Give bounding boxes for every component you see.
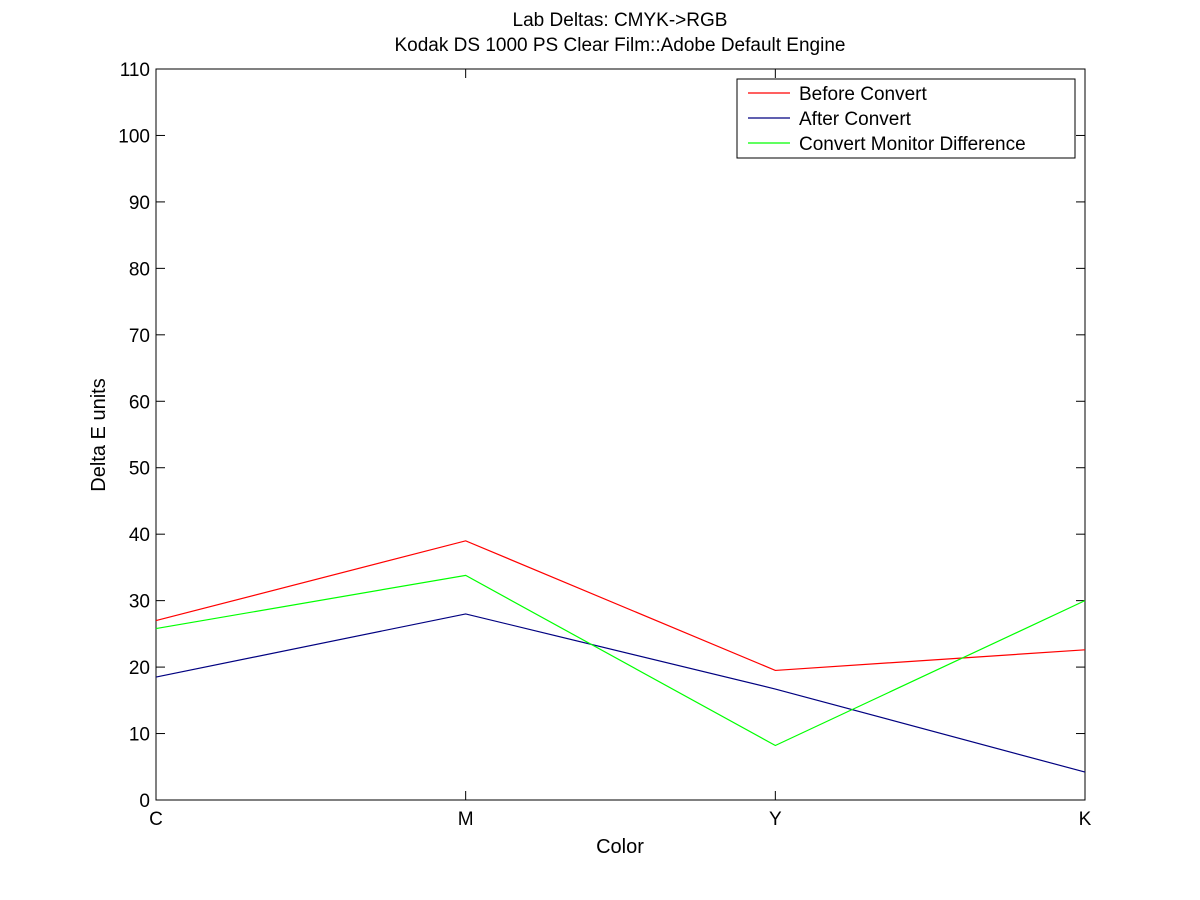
y-tick-label: 50	[129, 459, 150, 480]
y-axis-label: Delta E units	[88, 378, 110, 491]
y-tick-label: 80	[129, 259, 150, 280]
plot-area	[155, 68, 1086, 801]
legend-label: Before Convert	[799, 84, 928, 105]
chart-subtitle: Kodak DS 1000 PS Clear Film::Adobe Defau…	[395, 35, 846, 56]
x-tick-label: M	[458, 809, 474, 830]
y-tick-label: 0	[139, 791, 150, 812]
y-tick-label: 20	[129, 658, 150, 679]
legend-box	[736, 78, 1076, 159]
plot-frame	[155, 68, 1086, 801]
y-axis-tick-labels: 0 10 20 30 40 50 60 70 80 90 100 110	[118, 60, 150, 812]
x-tick-label: K	[1079, 809, 1092, 830]
y-tick-label: 110	[120, 60, 150, 81]
y-tick-label: 100	[118, 126, 150, 147]
x-axis-label: Color	[596, 836, 644, 858]
y-tick-label: 70	[129, 326, 150, 347]
series-line	[155, 574, 1086, 747]
x-tick-label: Y	[769, 809, 782, 830]
series-lines	[155, 540, 1086, 773]
y-tick-label: 10	[129, 725, 150, 746]
legend-label: After Convert	[799, 109, 912, 130]
legend: Before Convert After Convert Convert Monit…	[736, 78, 1076, 159]
chart-title: Lab Deltas: CMYK->RGB	[513, 10, 728, 31]
axis-ticks	[155, 68, 1086, 801]
y-tick-label: 40	[129, 525, 150, 546]
y-tick-label: 30	[129, 592, 150, 613]
y-tick-label: 90	[129, 193, 150, 214]
x-tick-label: C	[149, 809, 163, 830]
series-line	[155, 613, 1086, 773]
y-tick-label: 60	[129, 392, 150, 413]
legend-label: Convert Monitor Difference	[799, 134, 1026, 155]
series-line	[155, 540, 1086, 672]
